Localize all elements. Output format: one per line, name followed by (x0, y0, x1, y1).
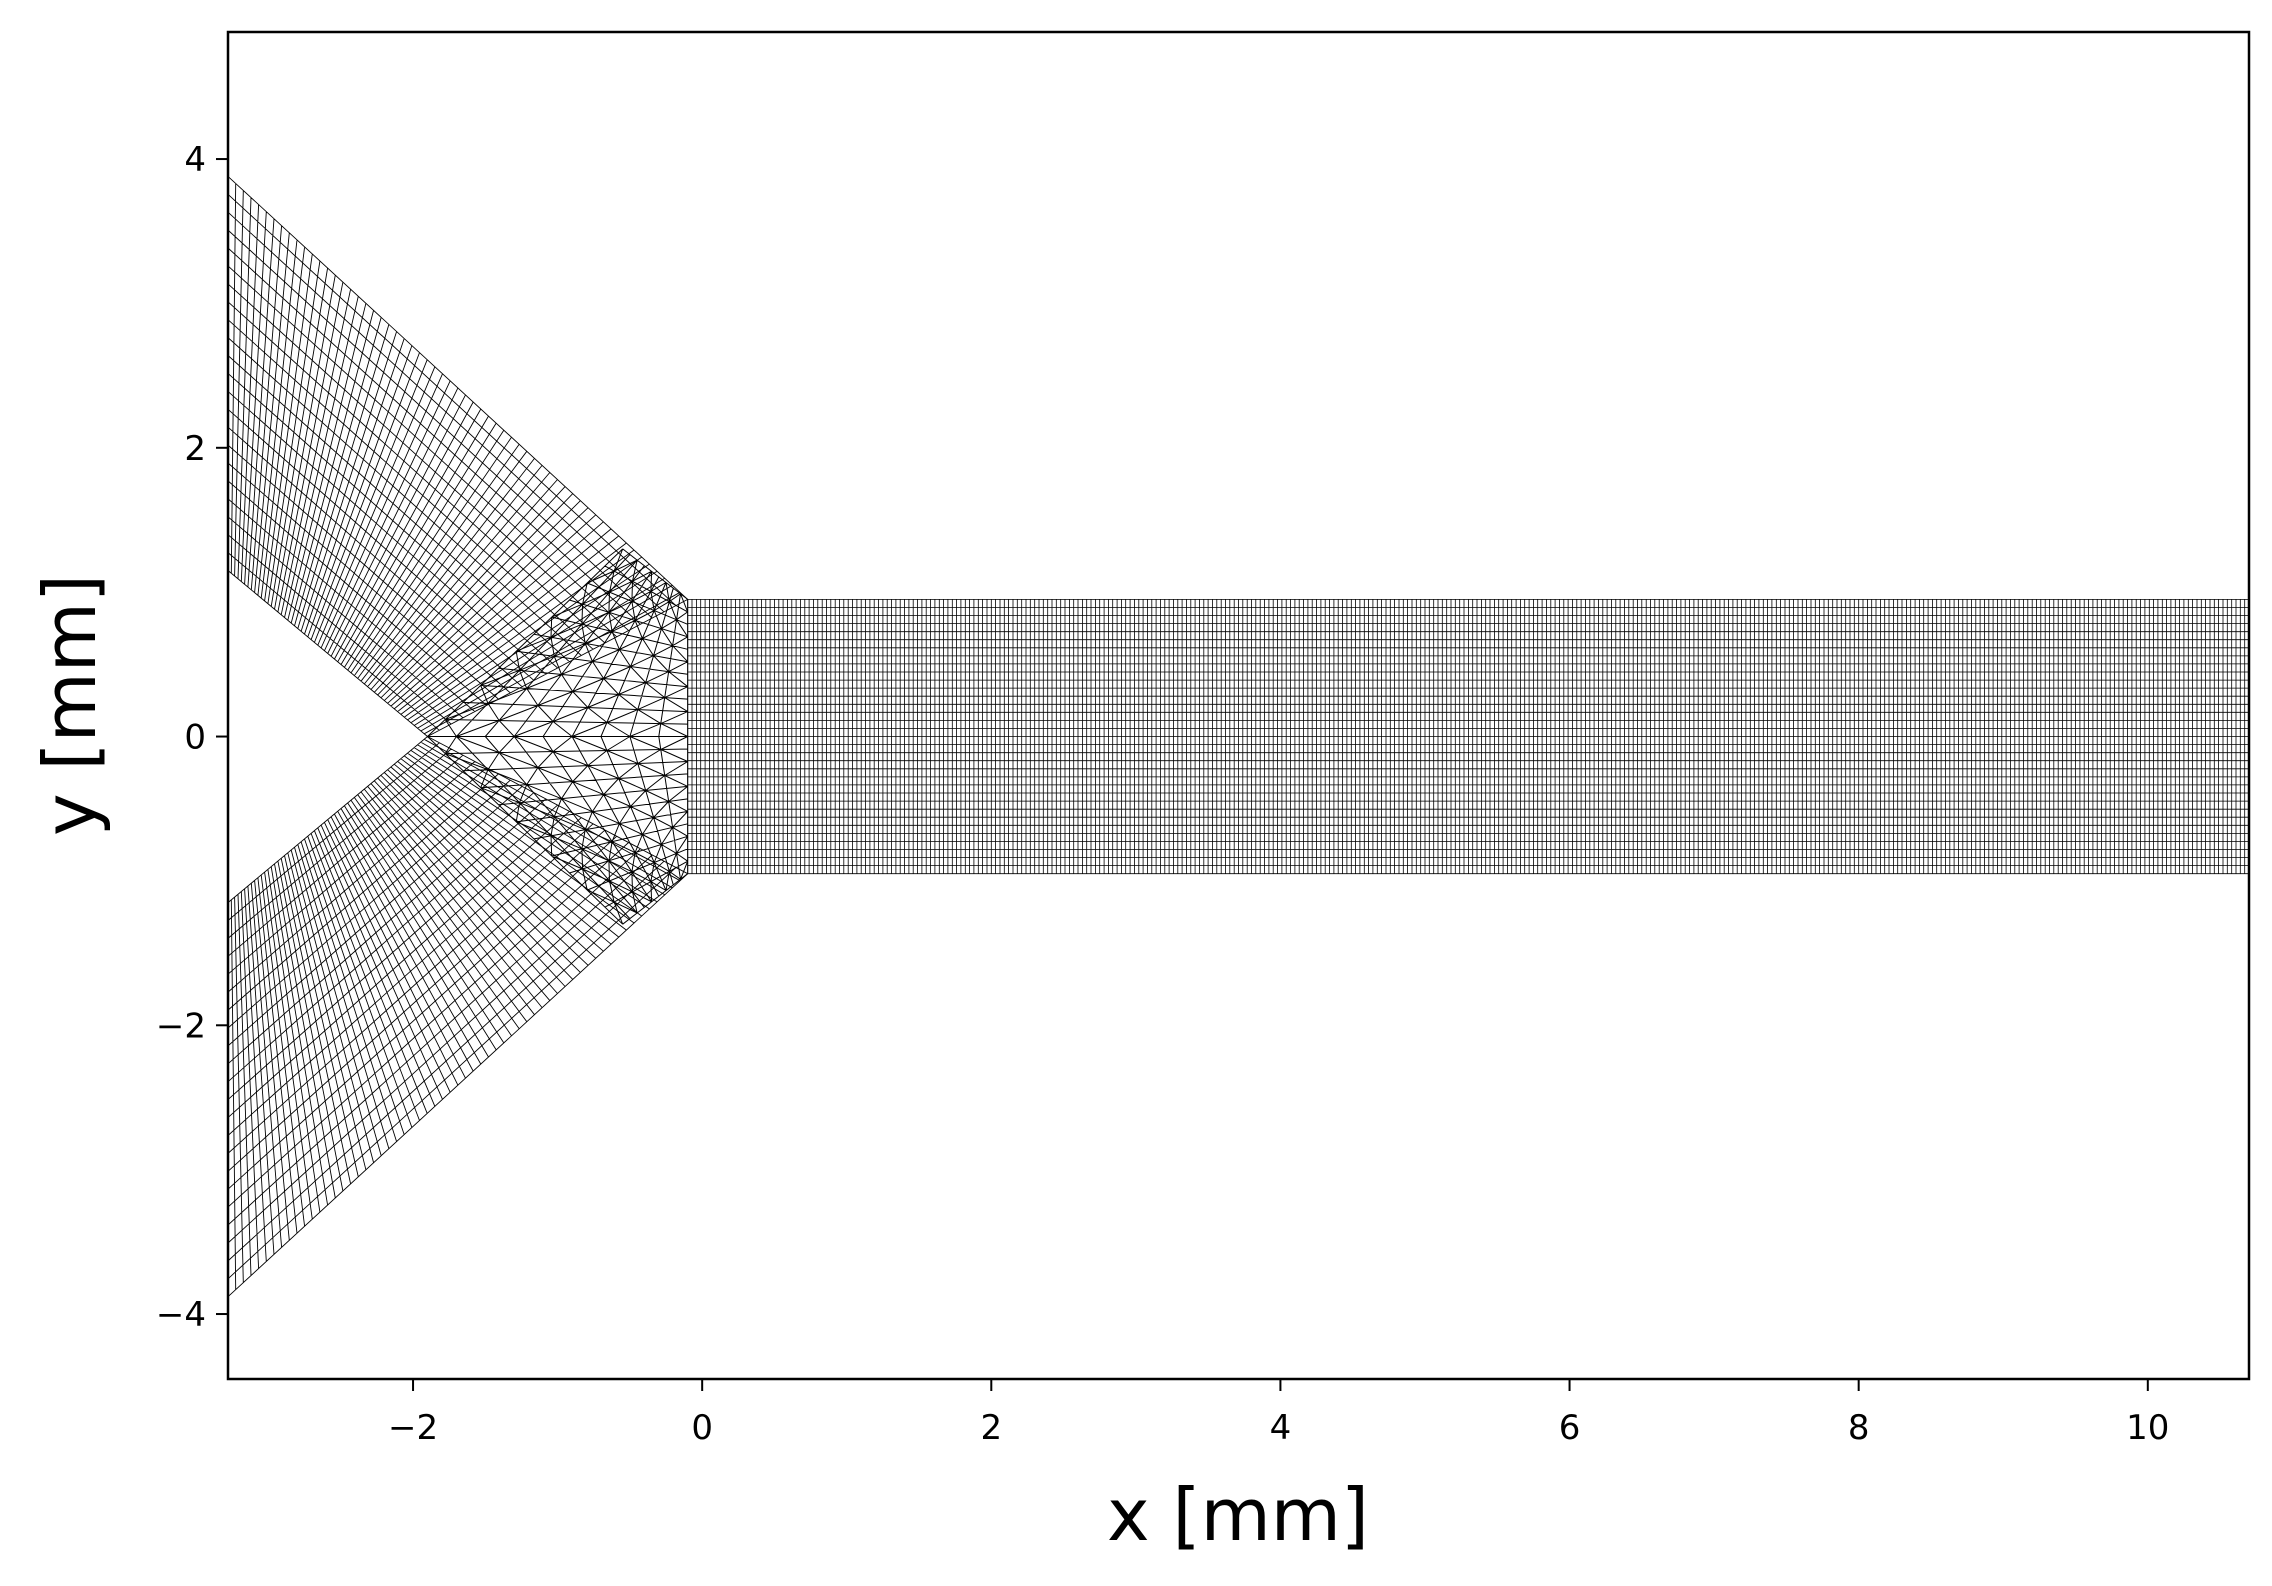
y-axis-label: y [mm] (28, 574, 112, 836)
plot-frame (226, 30, 2251, 1381)
x-tick-label: 2 (980, 1408, 1002, 1448)
x-axis-label: x [mm] (1107, 1473, 1369, 1557)
x-tick-label: −2 (388, 1408, 438, 1448)
y-tick-label: −2 (156, 1006, 206, 1046)
y-axis-ticks: −4 −2 0 2 4 (156, 140, 228, 1335)
x-tick-label: 4 (1270, 1408, 1292, 1448)
x-axis-ticks: −2 0 2 4 6 8 10 (388, 1379, 2169, 1448)
mesh-region-junction (427, 548, 689, 925)
x-tick-label: 8 (1848, 1408, 1870, 1448)
y-tick-label: 2 (184, 429, 206, 469)
x-tick-label: 6 (1559, 1408, 1581, 1448)
x-tick-label: 10 (2126, 1408, 2169, 1448)
y-tick-label: 4 (184, 140, 206, 180)
mesh-region-upper-inlet (228, 176, 689, 737)
x-tick-label: 0 (691, 1408, 713, 1448)
mesh-layer (228, 176, 2249, 1298)
y-tick-label: 0 (184, 718, 206, 758)
y-tick-label: −4 (156, 1295, 206, 1335)
mesh-region-lower-inlet (228, 736, 689, 1298)
mesh-region-outlet (687, 599, 2249, 875)
